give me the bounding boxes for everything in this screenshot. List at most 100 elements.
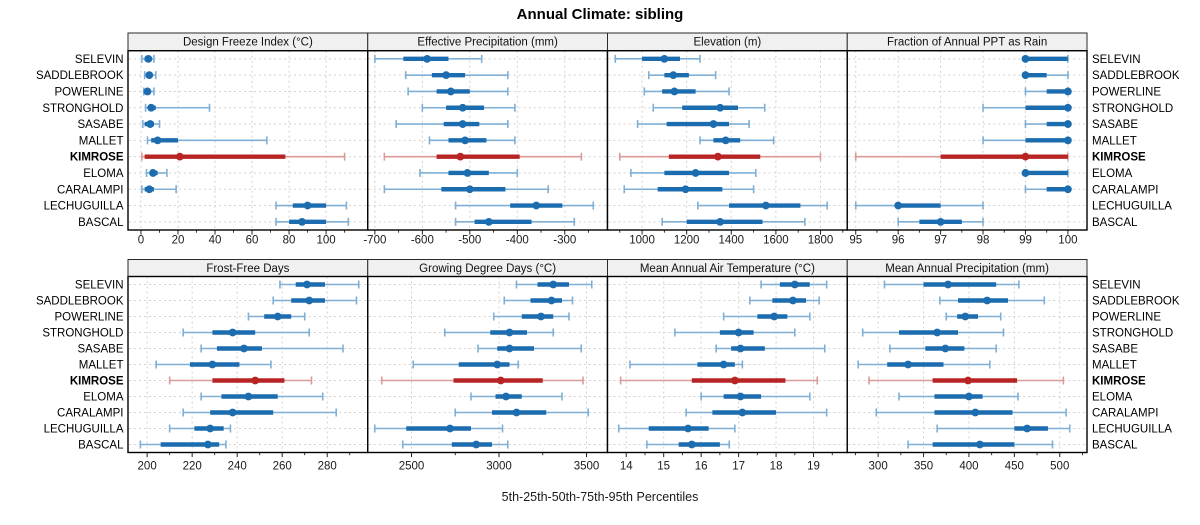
- interval-eloma: [630, 168, 757, 177]
- row-label-left-powerline: POWERLINE: [54, 86, 123, 98]
- median-dot: [1064, 103, 1072, 112]
- row-label-left-stronghold: STRONGHOLD: [42, 328, 123, 340]
- interval-lechuguilla: [854, 201, 984, 210]
- row-label-left-eloma: ELOMA: [83, 392, 124, 404]
- interval-powerline: [945, 312, 1002, 321]
- interval-mallet: [857, 360, 991, 369]
- interval-bascal: [275, 217, 350, 226]
- axis-tick-label: 350: [914, 461, 933, 473]
- interval-caralampi: [875, 408, 1067, 417]
- interval-selevin: [760, 280, 828, 289]
- median-dot: [669, 71, 678, 80]
- median-dot: [660, 54, 669, 63]
- axis-tick-label: 1800: [808, 235, 834, 247]
- interval-kimrose: [380, 376, 584, 385]
- axis-tick-label: 96: [892, 235, 905, 247]
- interval-sasabe: [889, 344, 997, 353]
- row-label-left-mallet: MALLET: [79, 135, 124, 147]
- median-dot: [719, 360, 728, 369]
- axis-tick-label: -700: [363, 235, 386, 247]
- interval-selevin: [1021, 54, 1069, 63]
- interval-powerline: [407, 87, 509, 96]
- interval-stronghold: [443, 328, 555, 337]
- axis-tick-label: 97: [934, 235, 947, 247]
- interval-sasabe: [477, 344, 583, 353]
- median-dot: [691, 169, 700, 177]
- row-label-left-kimrose: KIMROSE: [70, 152, 124, 164]
- interval-caralampi: [383, 185, 549, 194]
- median-dot: [944, 280, 952, 289]
- interval-sasabe: [395, 120, 509, 129]
- median-dot: [305, 296, 314, 305]
- axis-tick-label: 99: [1019, 235, 1032, 247]
- axis-tick-label: 1400: [718, 235, 744, 247]
- interval-powerline: [722, 312, 811, 321]
- median-dot: [149, 169, 157, 177]
- median-dot: [716, 103, 725, 112]
- axis-tick-label: 60: [246, 235, 259, 247]
- row-label-right-bascal: BASCAL: [1092, 440, 1138, 452]
- row-label-left-bascal: BASCAL: [78, 217, 124, 229]
- row-label-right-saddlebrook: SADDLEBROOK: [1092, 296, 1180, 308]
- median-dot: [961, 312, 970, 321]
- row-label-right-kimrose: KIMROSE: [1092, 376, 1146, 388]
- panel-title: Fraction of Annual PPT as Rain: [887, 37, 1047, 49]
- interval-caralampi: [141, 185, 177, 194]
- interval-powerline: [1024, 87, 1072, 96]
- interval-lechuguilla: [617, 424, 736, 433]
- interval-powerline: [142, 87, 155, 96]
- median-dot: [456, 152, 465, 161]
- interval-selevin: [279, 280, 360, 289]
- interval-selevin: [614, 54, 701, 63]
- axis-tick-label: 16: [695, 461, 708, 473]
- row-label-right-eloma: ELOMA: [1092, 392, 1133, 404]
- row-label-left-selevin: SELEVIN: [75, 280, 124, 292]
- interval-sasabe: [1024, 120, 1072, 129]
- axis-tick-label: 0: [138, 235, 144, 247]
- median-dot: [145, 185, 154, 194]
- median-dot: [1064, 87, 1072, 96]
- median-dot: [493, 360, 502, 369]
- row-label-right-sasabe: SASABE: [1092, 344, 1138, 356]
- interval-eloma: [898, 392, 1019, 401]
- median-dot: [971, 408, 980, 417]
- axis-tick-label: 95: [849, 235, 862, 247]
- median-dot: [941, 344, 950, 353]
- interval-saddlebrook: [647, 71, 717, 80]
- interval-mallet: [155, 360, 272, 369]
- median-dot: [228, 328, 237, 337]
- median-dot: [303, 201, 312, 210]
- interval-powerline: [492, 312, 570, 321]
- interval-kimrose: [854, 152, 1069, 161]
- axis-tick-label: 1000: [629, 235, 655, 247]
- axis-tick-label: 3500: [574, 461, 600, 473]
- median-dot: [681, 185, 690, 194]
- median-dot: [1021, 54, 1030, 63]
- median-dot: [904, 360, 912, 369]
- median-dot: [549, 280, 558, 289]
- axis-tick-label: 1200: [674, 235, 700, 247]
- interval-stronghold: [182, 328, 311, 337]
- axis-tick-label: 280: [318, 461, 337, 473]
- interval-stronghold: [421, 103, 516, 112]
- row-label-left-caralampi: CARALAMPI: [57, 184, 123, 196]
- median-dot: [251, 376, 260, 385]
- axis-tick-label: 17: [732, 461, 745, 473]
- median-dot: [721, 136, 730, 145]
- row-label-right-powerline: POWERLINE: [1092, 312, 1161, 324]
- median-dot: [730, 376, 739, 385]
- median-dot: [687, 440, 696, 449]
- interval-bascal: [139, 440, 227, 449]
- panel-growing-degree-days-c-: 2500 3000 3500 Growing Degree Days (°C): [367, 259, 609, 473]
- interval-kimrose: [141, 152, 346, 161]
- axis-tick-label: 15: [657, 461, 670, 473]
- median-dot: [458, 103, 467, 112]
- interval-sasabe: [200, 344, 344, 353]
- interval-lechuguilla: [697, 201, 828, 210]
- axis-tick-label: 20: [172, 235, 185, 247]
- row-label-right-saddlebrook: SADDLEBROOK: [1092, 70, 1180, 82]
- panel-mean-annual-precipitation-mm-: 300 350 400 450 500 Mean Annual Precipitation…: [846, 259, 1088, 473]
- interval-mallet: [146, 136, 268, 145]
- row-label-left-lechuguilla: LECHUGUILLA: [44, 201, 124, 213]
- median-dot: [964, 376, 972, 385]
